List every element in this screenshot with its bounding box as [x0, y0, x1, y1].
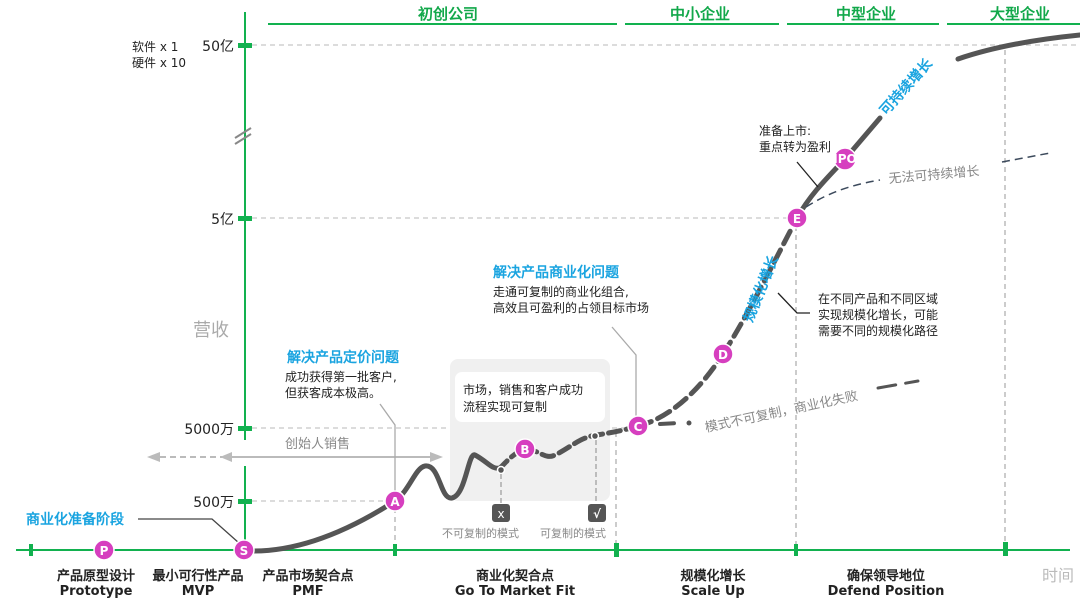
pricing-title: 解决产品定价问题	[287, 349, 400, 366]
node-E-label: E	[793, 212, 801, 226]
phase-pmf-cn: 产品市场契合点	[262, 568, 353, 584]
ytick-5b: 50亿	[202, 39, 234, 55]
phase-defend-en: Defend Position	[828, 584, 945, 599]
stage-startup: 初创公司	[418, 5, 478, 23]
non-repeatable-label: 不可复制的模式	[442, 526, 519, 540]
x-axis	[16, 542, 1070, 557]
scale-note-line1: 在不同产品和不同区域	[818, 292, 938, 306]
node-IPO	[833, 147, 857, 171]
unsustainable-curve	[805, 179, 881, 208]
ipo-note-line1: 准备上市:	[759, 123, 811, 138]
commercial-line2: 高效且可盈利的占领目标市场	[493, 300, 649, 315]
node-P	[93, 539, 115, 561]
repeatable-note-box	[455, 372, 605, 422]
x-mark-icon: x	[497, 507, 504, 521]
phase-pmf-en: PMF	[292, 584, 323, 599]
y-axis-label: 营收	[193, 320, 229, 341]
node-S	[233, 539, 255, 561]
hardware-note: 硬件 x 10	[132, 56, 186, 70]
scale-note-line2: 实现规模化增长，可能	[818, 307, 938, 322]
fail-label: 模式不可复制，商业化失败	[704, 389, 860, 436]
node-E	[786, 207, 808, 229]
pricing-line1: 成功获得第一批客户,	[285, 369, 397, 384]
leader-lines	[138, 161, 819, 544]
phase-prototype-cn: 产品原型设计	[57, 568, 135, 584]
node-A	[384, 490, 406, 512]
node-B-label: B	[520, 443, 529, 457]
repeatable-label: 可复制的模式	[540, 526, 606, 540]
phase-defend-cn: 确保领导地位	[847, 568, 925, 584]
node-D	[712, 343, 734, 365]
node-D-label: D	[718, 348, 728, 362]
prep-stage-label: 商业化准备阶段	[26, 511, 124, 528]
phase-gtm-cn: 商业化契合点	[476, 568, 554, 584]
guide-lines	[252, 44, 1080, 548]
phase-mvp-cn: 最小可行性产品	[152, 568, 243, 584]
stage-large-business: 大型企业	[990, 5, 1050, 23]
pricing-line2: 但获客成本极高。	[285, 385, 381, 400]
founder-sales-label: 创始人销售	[285, 436, 350, 452]
y-axis	[234, 12, 252, 545]
ytick-500m: 5亿	[211, 212, 234, 228]
node-P-label: P	[100, 544, 109, 558]
x-axis-label: 时间	[1042, 566, 1074, 585]
stage-small-business: 中小企业	[670, 5, 730, 23]
stage-midsize-business: 中型企业	[836, 5, 896, 23]
scale-note-line3: 需要不同的规模化路径	[818, 323, 938, 338]
scale-growth-label: 规模化增长	[740, 252, 782, 324]
ytick-5m: 500万	[193, 495, 234, 511]
node-IPO-label: IPO	[833, 152, 856, 166]
ipo-note-line2: 重点转为盈利	[759, 139, 831, 154]
phase-gtm-en: Go To Market Fit	[455, 584, 575, 599]
check-mark-icon: √	[593, 507, 602, 521]
phase-prototype-en: Prototype	[60, 584, 133, 599]
phase-scaleup-en: Scale Up	[681, 584, 745, 599]
node-A-label: A	[390, 495, 400, 509]
phase-scaleup-cn: 规模化增长	[680, 568, 746, 584]
node-S-label: S	[240, 544, 249, 558]
commercial-title: 解决产品商业化问题	[493, 264, 620, 281]
software-note: 软件 x 1	[132, 40, 178, 54]
sustainable-label: 可持续增长	[876, 55, 936, 119]
growth-curve	[247, 32, 1080, 554]
phase-mvp-en: MVP	[182, 584, 215, 599]
node-C	[627, 415, 649, 437]
checkpoints	[492, 431, 606, 522]
node-B	[514, 438, 536, 460]
node-C-label: C	[634, 420, 643, 434]
founder-sales-arrow	[147, 452, 443, 462]
repeatable-note-line1: 市场，销售和客户成功	[463, 382, 583, 397]
unsustainable-label: 无法可持续增长	[888, 164, 980, 187]
ytick-50m: 5000万	[184, 422, 234, 438]
repeatable-note-line2: 流程实现可复制	[463, 399, 547, 414]
commercial-line1: 走通可复制的商业化组合,	[493, 284, 629, 299]
